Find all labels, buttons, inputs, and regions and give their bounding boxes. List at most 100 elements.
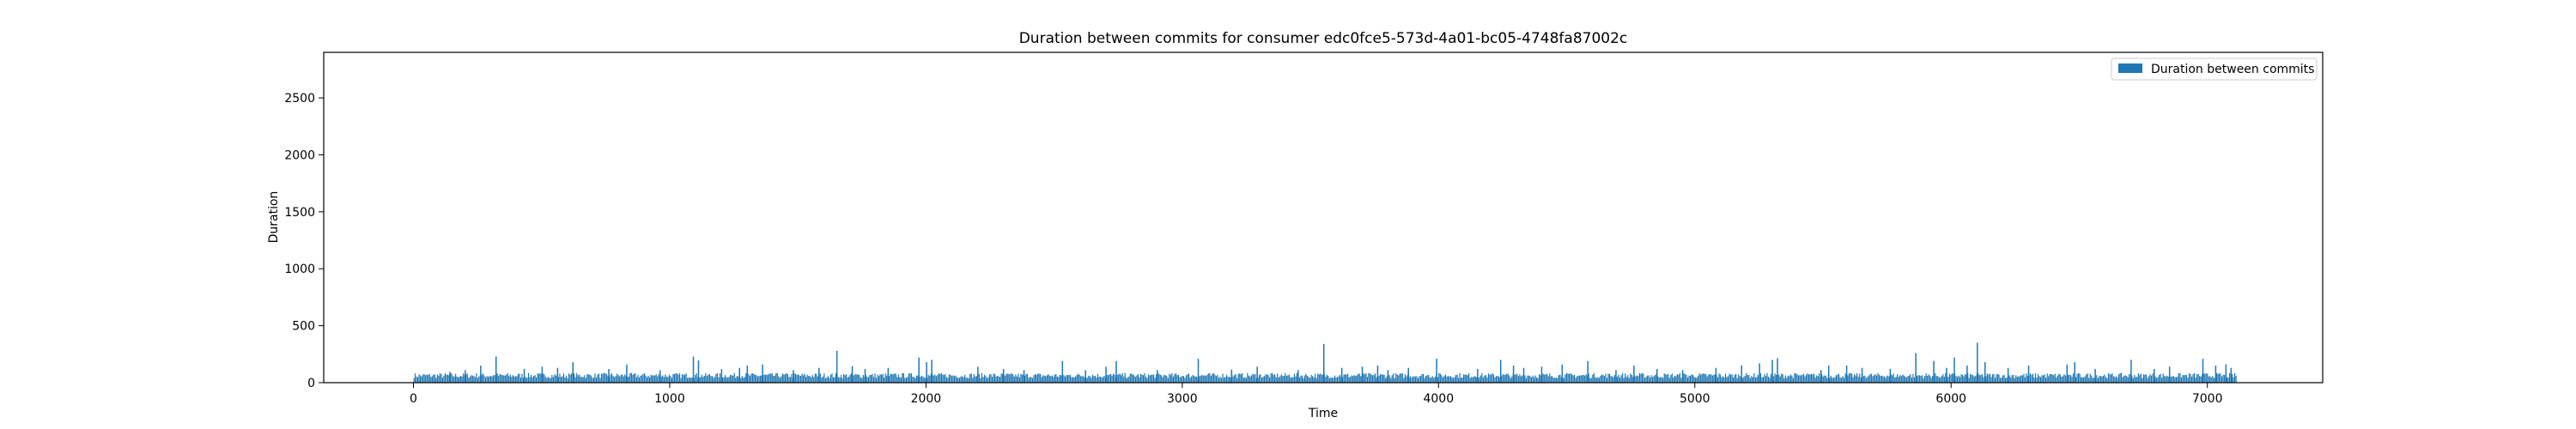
- bar-spike: [1361, 366, 1364, 383]
- bar: [1963, 376, 1965, 383]
- bar: [2185, 375, 2188, 383]
- bar: [687, 378, 689, 383]
- chart-title: Duration between commits for consumer ed…: [1019, 30, 1628, 47]
- bar: [1156, 374, 1157, 383]
- bar: [1154, 378, 1156, 383]
- bar: [1663, 373, 1665, 383]
- bar: [1239, 373, 1241, 383]
- bar: [2084, 376, 2086, 383]
- bar: [1516, 373, 1518, 383]
- bar: [1504, 374, 1506, 383]
- bar: [1468, 373, 1470, 383]
- bar: [1379, 374, 1382, 383]
- bar: [2154, 376, 2156, 383]
- bar-spike: [659, 370, 661, 383]
- bar: [1265, 374, 1267, 383]
- bar: [824, 378, 826, 383]
- bar: [1660, 377, 1662, 383]
- bar: [590, 375, 592, 383]
- bar: [900, 377, 902, 383]
- bar: [1948, 373, 1951, 383]
- bar: [491, 376, 493, 383]
- bar: [1558, 375, 1559, 383]
- bar: [1106, 375, 1108, 383]
- bar: [2150, 375, 2153, 383]
- bar: [1343, 374, 1345, 383]
- bar: [1658, 378, 1660, 383]
- bar: [841, 378, 843, 383]
- bar: [1245, 378, 1247, 383]
- bar: [945, 377, 948, 383]
- bar: [817, 376, 818, 383]
- bar: [934, 374, 936, 383]
- bar: [1303, 375, 1306, 383]
- bar: [1164, 375, 1166, 383]
- bar-spike: [2074, 362, 2075, 383]
- bar: [1786, 378, 1788, 383]
- bar: [673, 373, 676, 383]
- bar: [1670, 375, 1672, 383]
- bar: [1826, 378, 1828, 383]
- bar: [534, 375, 536, 383]
- bar: [743, 378, 744, 383]
- bar: [1797, 375, 1800, 383]
- bar: [1651, 377, 1654, 383]
- bar: [1506, 373, 1508, 383]
- bar: [598, 373, 600, 383]
- bar: [1210, 375, 1212, 383]
- bar: [1688, 375, 1690, 383]
- bar: [917, 375, 919, 383]
- bar: [2006, 377, 2008, 383]
- bar: [1676, 374, 1678, 383]
- bar: [1229, 377, 1230, 383]
- bar: [444, 373, 447, 383]
- bar: [413, 378, 415, 383]
- bar: [963, 377, 964, 383]
- bar: [879, 373, 881, 383]
- bar: [1490, 374, 1492, 383]
- bar: [988, 374, 991, 383]
- bar: [2005, 378, 2007, 383]
- bar-spike: [1297, 370, 1299, 383]
- bar: [2071, 376, 2073, 383]
- bar: [1608, 373, 1611, 383]
- bar: [1911, 378, 1913, 383]
- bar: [1824, 375, 1826, 383]
- bar: [1328, 378, 1330, 383]
- bar: [1288, 374, 1290, 383]
- bar: [2104, 374, 2105, 383]
- bar: [414, 373, 416, 383]
- bar: [1757, 374, 1759, 383]
- bar: [2124, 375, 2126, 383]
- bar-spike: [793, 370, 794, 383]
- bar: [1215, 376, 1218, 383]
- bar: [1708, 374, 1710, 383]
- bar: [1537, 378, 1539, 383]
- bar: [2086, 374, 2087, 383]
- bar: [654, 375, 656, 383]
- bar: [1058, 377, 1060, 383]
- bar: [1627, 375, 1629, 383]
- bar: [2072, 373, 2075, 383]
- x-tick-label: 6000: [1935, 392, 1966, 406]
- bar: [1237, 373, 1239, 383]
- bar: [1207, 373, 1209, 383]
- bar: [1555, 378, 1557, 383]
- bar: [1080, 376, 1082, 383]
- bar: [2235, 376, 2237, 383]
- bar: [498, 375, 500, 383]
- bar: [1494, 377, 1496, 383]
- bar: [773, 376, 775, 383]
- bar: [705, 372, 707, 383]
- bar: [991, 377, 993, 383]
- bar: [1577, 375, 1579, 383]
- bar: [1970, 373, 1971, 383]
- bar: [834, 377, 835, 383]
- bar: [948, 374, 951, 383]
- bar: [1272, 372, 1273, 383]
- bar: [1611, 376, 1613, 383]
- bar: [953, 376, 956, 383]
- bar-spike: [1771, 360, 1773, 383]
- bar: [2014, 378, 2015, 383]
- bar: [1759, 373, 1762, 383]
